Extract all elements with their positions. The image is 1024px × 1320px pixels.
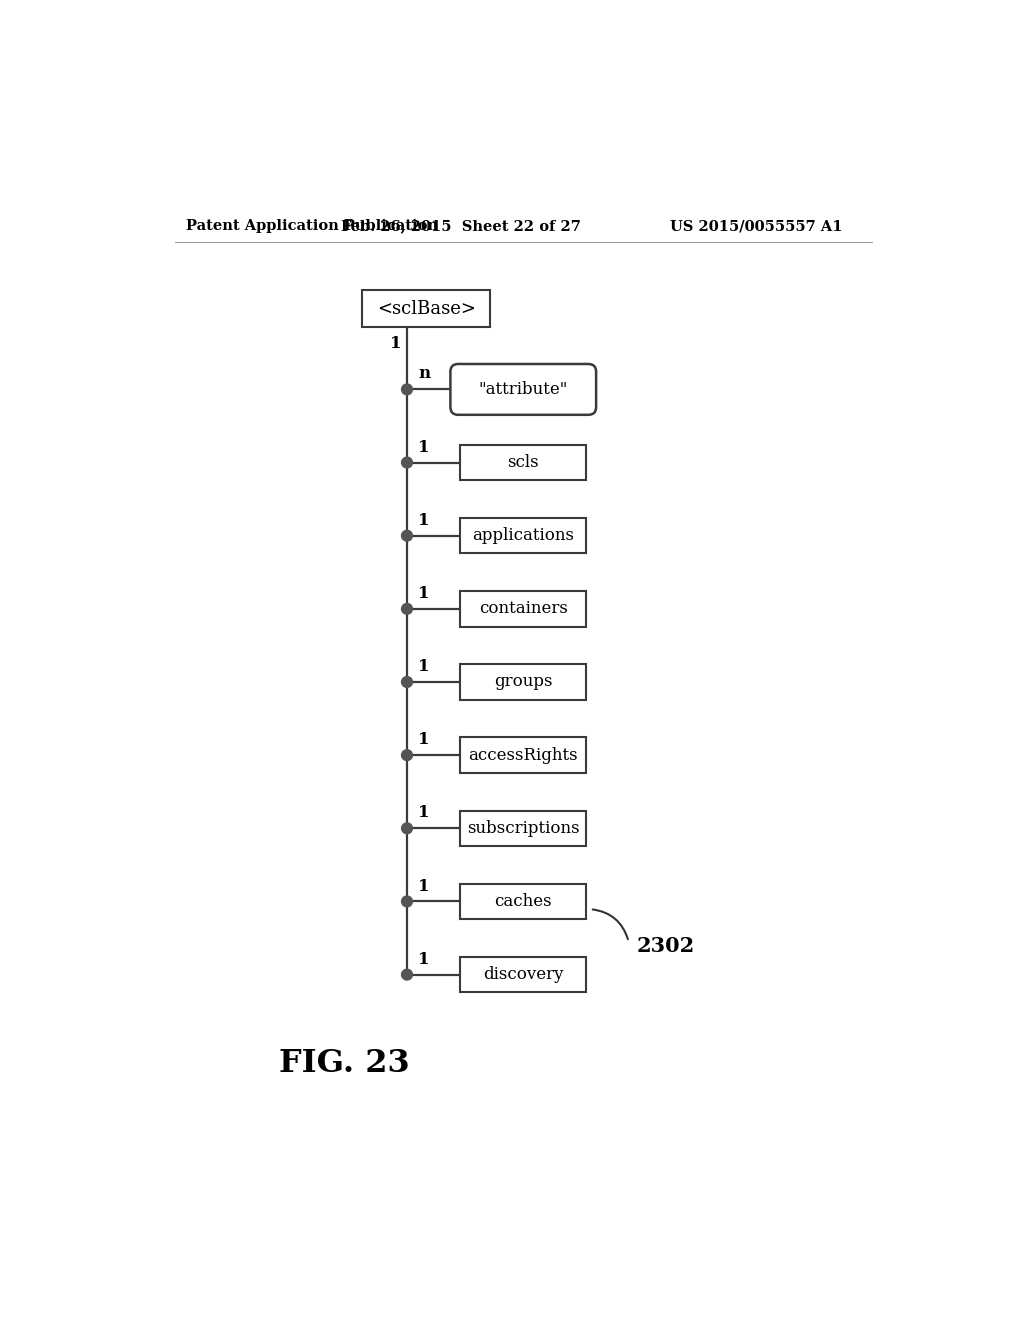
Circle shape xyxy=(401,677,413,688)
FancyBboxPatch shape xyxy=(461,664,586,700)
Text: 1: 1 xyxy=(418,585,430,602)
FancyBboxPatch shape xyxy=(461,738,586,774)
Text: 2302: 2302 xyxy=(636,936,694,956)
Circle shape xyxy=(401,896,413,907)
FancyBboxPatch shape xyxy=(451,364,596,414)
FancyBboxPatch shape xyxy=(461,957,586,993)
Text: n: n xyxy=(418,366,430,383)
Circle shape xyxy=(401,603,413,614)
Text: FIG. 23: FIG. 23 xyxy=(280,1048,410,1078)
Circle shape xyxy=(401,969,413,979)
Text: 1: 1 xyxy=(418,512,430,529)
FancyBboxPatch shape xyxy=(461,810,586,846)
FancyBboxPatch shape xyxy=(461,445,586,480)
Text: applications: applications xyxy=(472,527,574,544)
Text: 1: 1 xyxy=(418,950,430,968)
Circle shape xyxy=(401,750,413,760)
Text: discovery: discovery xyxy=(483,966,563,983)
FancyBboxPatch shape xyxy=(461,517,586,553)
Text: accessRights: accessRights xyxy=(468,747,579,764)
Text: 1: 1 xyxy=(418,659,430,675)
Text: "attribute": "attribute" xyxy=(478,381,568,397)
Text: containers: containers xyxy=(479,601,567,618)
Circle shape xyxy=(401,531,413,541)
Text: Feb. 26, 2015  Sheet 22 of 27: Feb. 26, 2015 Sheet 22 of 27 xyxy=(341,219,582,234)
Text: 1: 1 xyxy=(418,438,430,455)
Circle shape xyxy=(401,457,413,469)
FancyBboxPatch shape xyxy=(461,591,586,627)
Text: 1: 1 xyxy=(390,335,401,352)
Text: subscriptions: subscriptions xyxy=(467,820,580,837)
Circle shape xyxy=(401,384,413,395)
Text: 1: 1 xyxy=(418,878,430,895)
Text: groups: groups xyxy=(494,673,553,690)
Text: 1: 1 xyxy=(418,804,430,821)
Text: US 2015/0055557 A1: US 2015/0055557 A1 xyxy=(671,219,843,234)
Text: 1: 1 xyxy=(418,731,430,748)
Text: scls: scls xyxy=(508,454,539,471)
FancyBboxPatch shape xyxy=(461,884,586,919)
Text: caches: caches xyxy=(495,892,552,909)
Text: <sclBase>: <sclBase> xyxy=(377,300,476,318)
Text: Patent Application Publication: Patent Application Publication xyxy=(186,219,438,234)
Circle shape xyxy=(401,822,413,834)
FancyBboxPatch shape xyxy=(362,290,490,327)
